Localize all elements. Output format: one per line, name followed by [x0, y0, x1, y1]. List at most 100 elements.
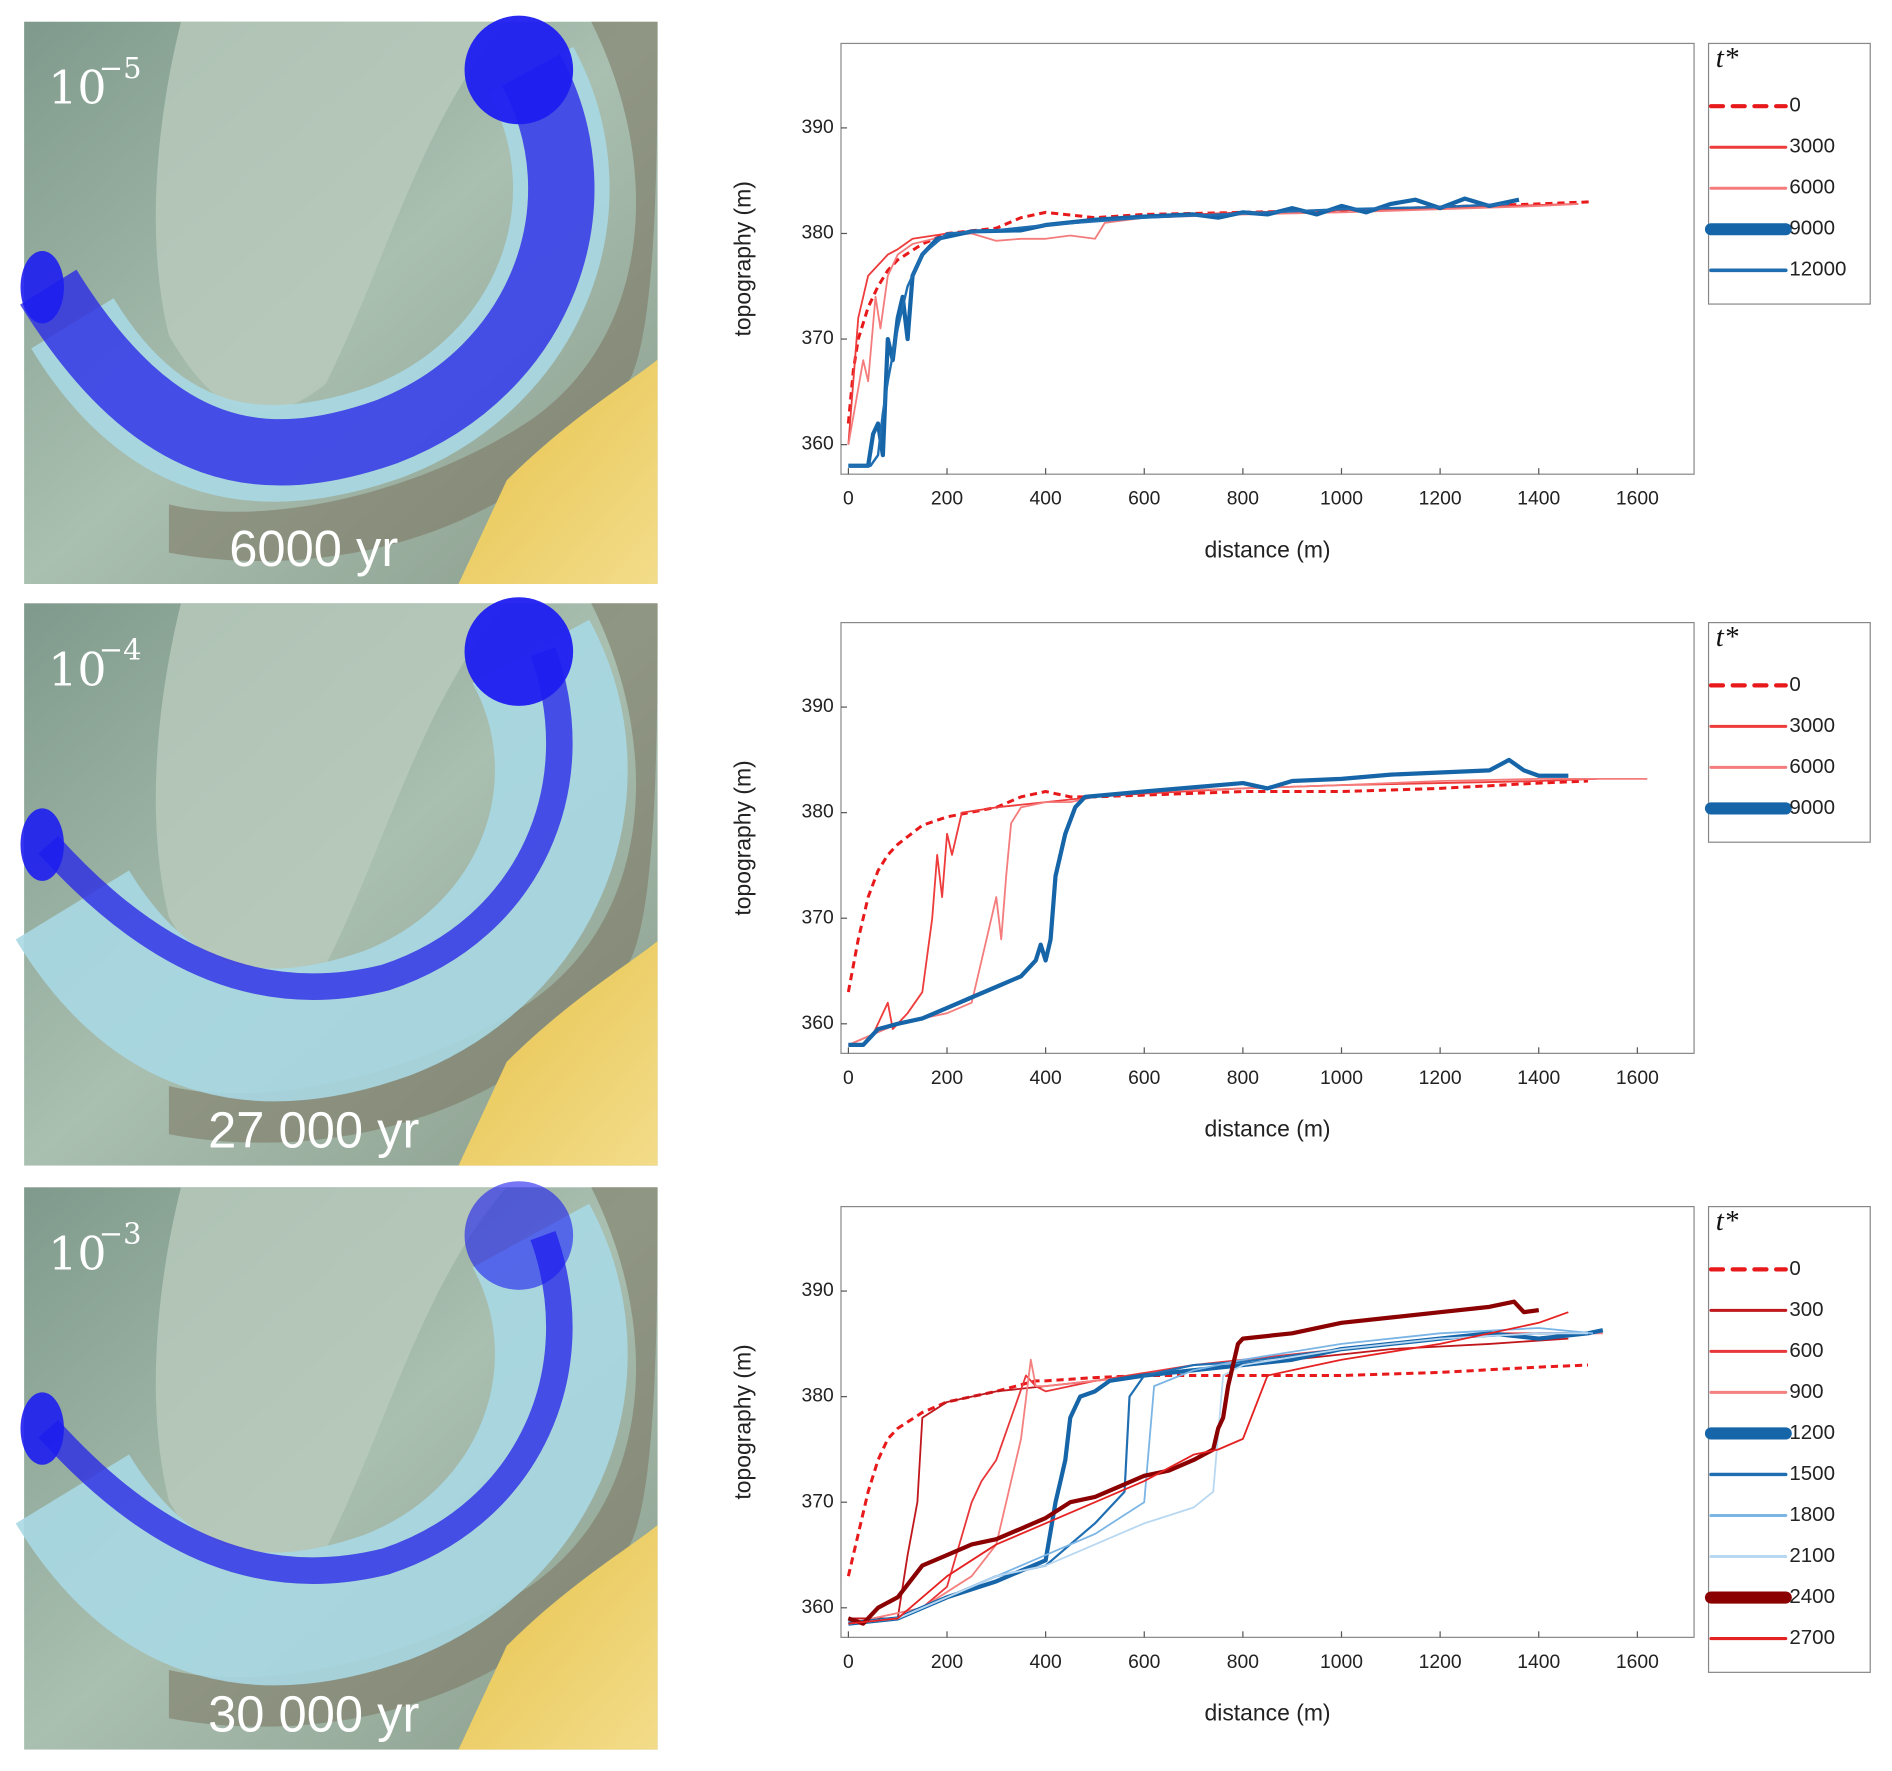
x-tick-label: 1400 [1517, 489, 1560, 510]
chart: 360 370 380 390 0 200 400 600 800 1000 1200 1400 160… [730, 621, 1871, 1142]
map-panel: 10−4 27 000 yr [15, 597, 658, 1166]
y-tick-label: 380 [802, 1386, 834, 1407]
map-panel: 10−3 30 000 yr [15, 1181, 658, 1750]
legend-label: 0 [1789, 1257, 1800, 1280]
map-pond [464, 597, 574, 706]
map-flow [20, 54, 595, 486]
legend-label: 3000 [1789, 714, 1835, 737]
x-tick-label: 1000 [1320, 489, 1363, 510]
map-pond [464, 15, 574, 125]
y-tick-label: 390 [802, 696, 834, 717]
x-tick-label: 800 [1227, 489, 1259, 510]
legend-title: t* [1716, 1205, 1739, 1237]
x-tick-label: 200 [931, 1068, 963, 1089]
y-axis-label: topography (m) [730, 760, 756, 915]
series-line [846, 779, 1589, 993]
x-axis-label: distance (m) [1205, 1700, 1331, 1726]
map-age: 27 000 yr [208, 1102, 419, 1159]
legend-title: t* [1716, 621, 1739, 653]
legend-label: 2700 [1789, 1626, 1835, 1649]
y-tick-label: 390 [802, 1280, 834, 1301]
y-tick-label: 370 [802, 328, 834, 349]
map-flow [38, 1231, 573, 1584]
y-tick-label: 370 [802, 1491, 834, 1512]
chart: 360 370 380 390 0 200 400 600 800 1000 1200 1400 160… [730, 42, 1871, 562]
x-tick-label: 1400 [1517, 1652, 1560, 1673]
map-pond [20, 1392, 64, 1465]
map-exponent: −4 [99, 633, 142, 667]
map-exponent: −3 [99, 1217, 142, 1251]
map-plateau [155, 603, 507, 994]
map-panel: 10−5 6000 yr [20, 15, 658, 584]
series-line [848, 202, 1510, 467]
plot-frame [840, 1205, 1695, 1638]
series-line [848, 1332, 1589, 1625]
map-sand [458, 1525, 658, 1750]
y-tick-label: 360 [802, 1597, 834, 1618]
legend-label: 3000 [1789, 135, 1835, 158]
series-line [847, 1299, 1540, 1626]
map-exponent: −5 [99, 51, 142, 85]
map-flow [38, 647, 573, 1000]
map-plateau [155, 1187, 507, 1578]
series-line [846, 1363, 1589, 1577]
x-tick-label: 1000 [1320, 1068, 1363, 1089]
y-axis-label: topography (m) [730, 1344, 756, 1499]
y-tick-label: 390 [802, 117, 834, 138]
x-axis-label: distance (m) [1205, 536, 1331, 562]
map-exponent-base: 10 [48, 61, 106, 115]
x-tick-label: 400 [1030, 1652, 1062, 1673]
legend-label: 6000 [1789, 176, 1835, 199]
map-sand [458, 359, 658, 584]
plot-frame [840, 622, 1695, 1054]
y-tick-label: 360 [802, 1013, 834, 1034]
legend-label: 300 [1789, 1298, 1823, 1321]
x-tick-label: 600 [1128, 489, 1160, 510]
y-tick-label: 380 [802, 223, 834, 244]
legend-title: t* [1716, 42, 1739, 74]
plot-frame [840, 42, 1695, 475]
y-axis-label: topography (m) [730, 181, 756, 336]
legend-box [1707, 42, 1871, 305]
x-tick-label: 400 [1030, 1068, 1062, 1089]
legend-label: 12000 [1789, 258, 1846, 281]
x-tick-label: 1000 [1320, 1652, 1363, 1673]
map-pond [20, 808, 64, 881]
map-ridge [168, 21, 658, 562]
x-tick-label: 200 [931, 1652, 963, 1673]
legend-label: 1500 [1789, 1462, 1835, 1485]
legend-label: 6000 [1789, 755, 1835, 778]
x-tick-label: 1600 [1616, 1068, 1659, 1089]
legend-label: 900 [1789, 1380, 1823, 1403]
x-tick-label: 1600 [1616, 489, 1659, 510]
x-tick-label: 600 [1128, 1068, 1160, 1089]
map-pond [464, 1181, 574, 1290]
map-sand [458, 941, 658, 1166]
x-tick-label: 1600 [1616, 1652, 1659, 1673]
legend-label: 1800 [1789, 1503, 1835, 1526]
x-tick-label: 1400 [1517, 1068, 1560, 1089]
y-tick-label: 370 [802, 907, 834, 928]
map-plateau [155, 21, 507, 412]
legend-label: 9000 [1789, 217, 1835, 240]
x-tick-label: 1200 [1419, 1652, 1462, 1673]
x-tick-label: 0 [843, 489, 854, 510]
x-tick-label: 400 [1030, 489, 1062, 510]
map-exponent-base: 10 [48, 1226, 106, 1280]
legend-label: 1200 [1789, 1421, 1835, 1444]
map-pond [20, 250, 64, 324]
legend-label: 0 [1789, 94, 1800, 117]
legend-label: 2400 [1789, 1585, 1835, 1608]
chart: 360 370 380 390 0 200 400 600 800 1000 1200 1400 160… [730, 1205, 1871, 1726]
series-line [848, 1311, 1569, 1625]
map-ridge [168, 603, 658, 1143]
legend-label: 9000 [1789, 796, 1835, 819]
x-tick-label: 1200 [1419, 1068, 1462, 1089]
x-tick-label: 0 [843, 1068, 854, 1089]
legend-label: 2100 [1789, 1544, 1835, 1567]
series-line [848, 757, 1569, 1048]
x-tick-label: 1200 [1419, 489, 1462, 510]
x-tick-label: 800 [1227, 1068, 1259, 1089]
legend-label: 0 [1789, 673, 1800, 696]
